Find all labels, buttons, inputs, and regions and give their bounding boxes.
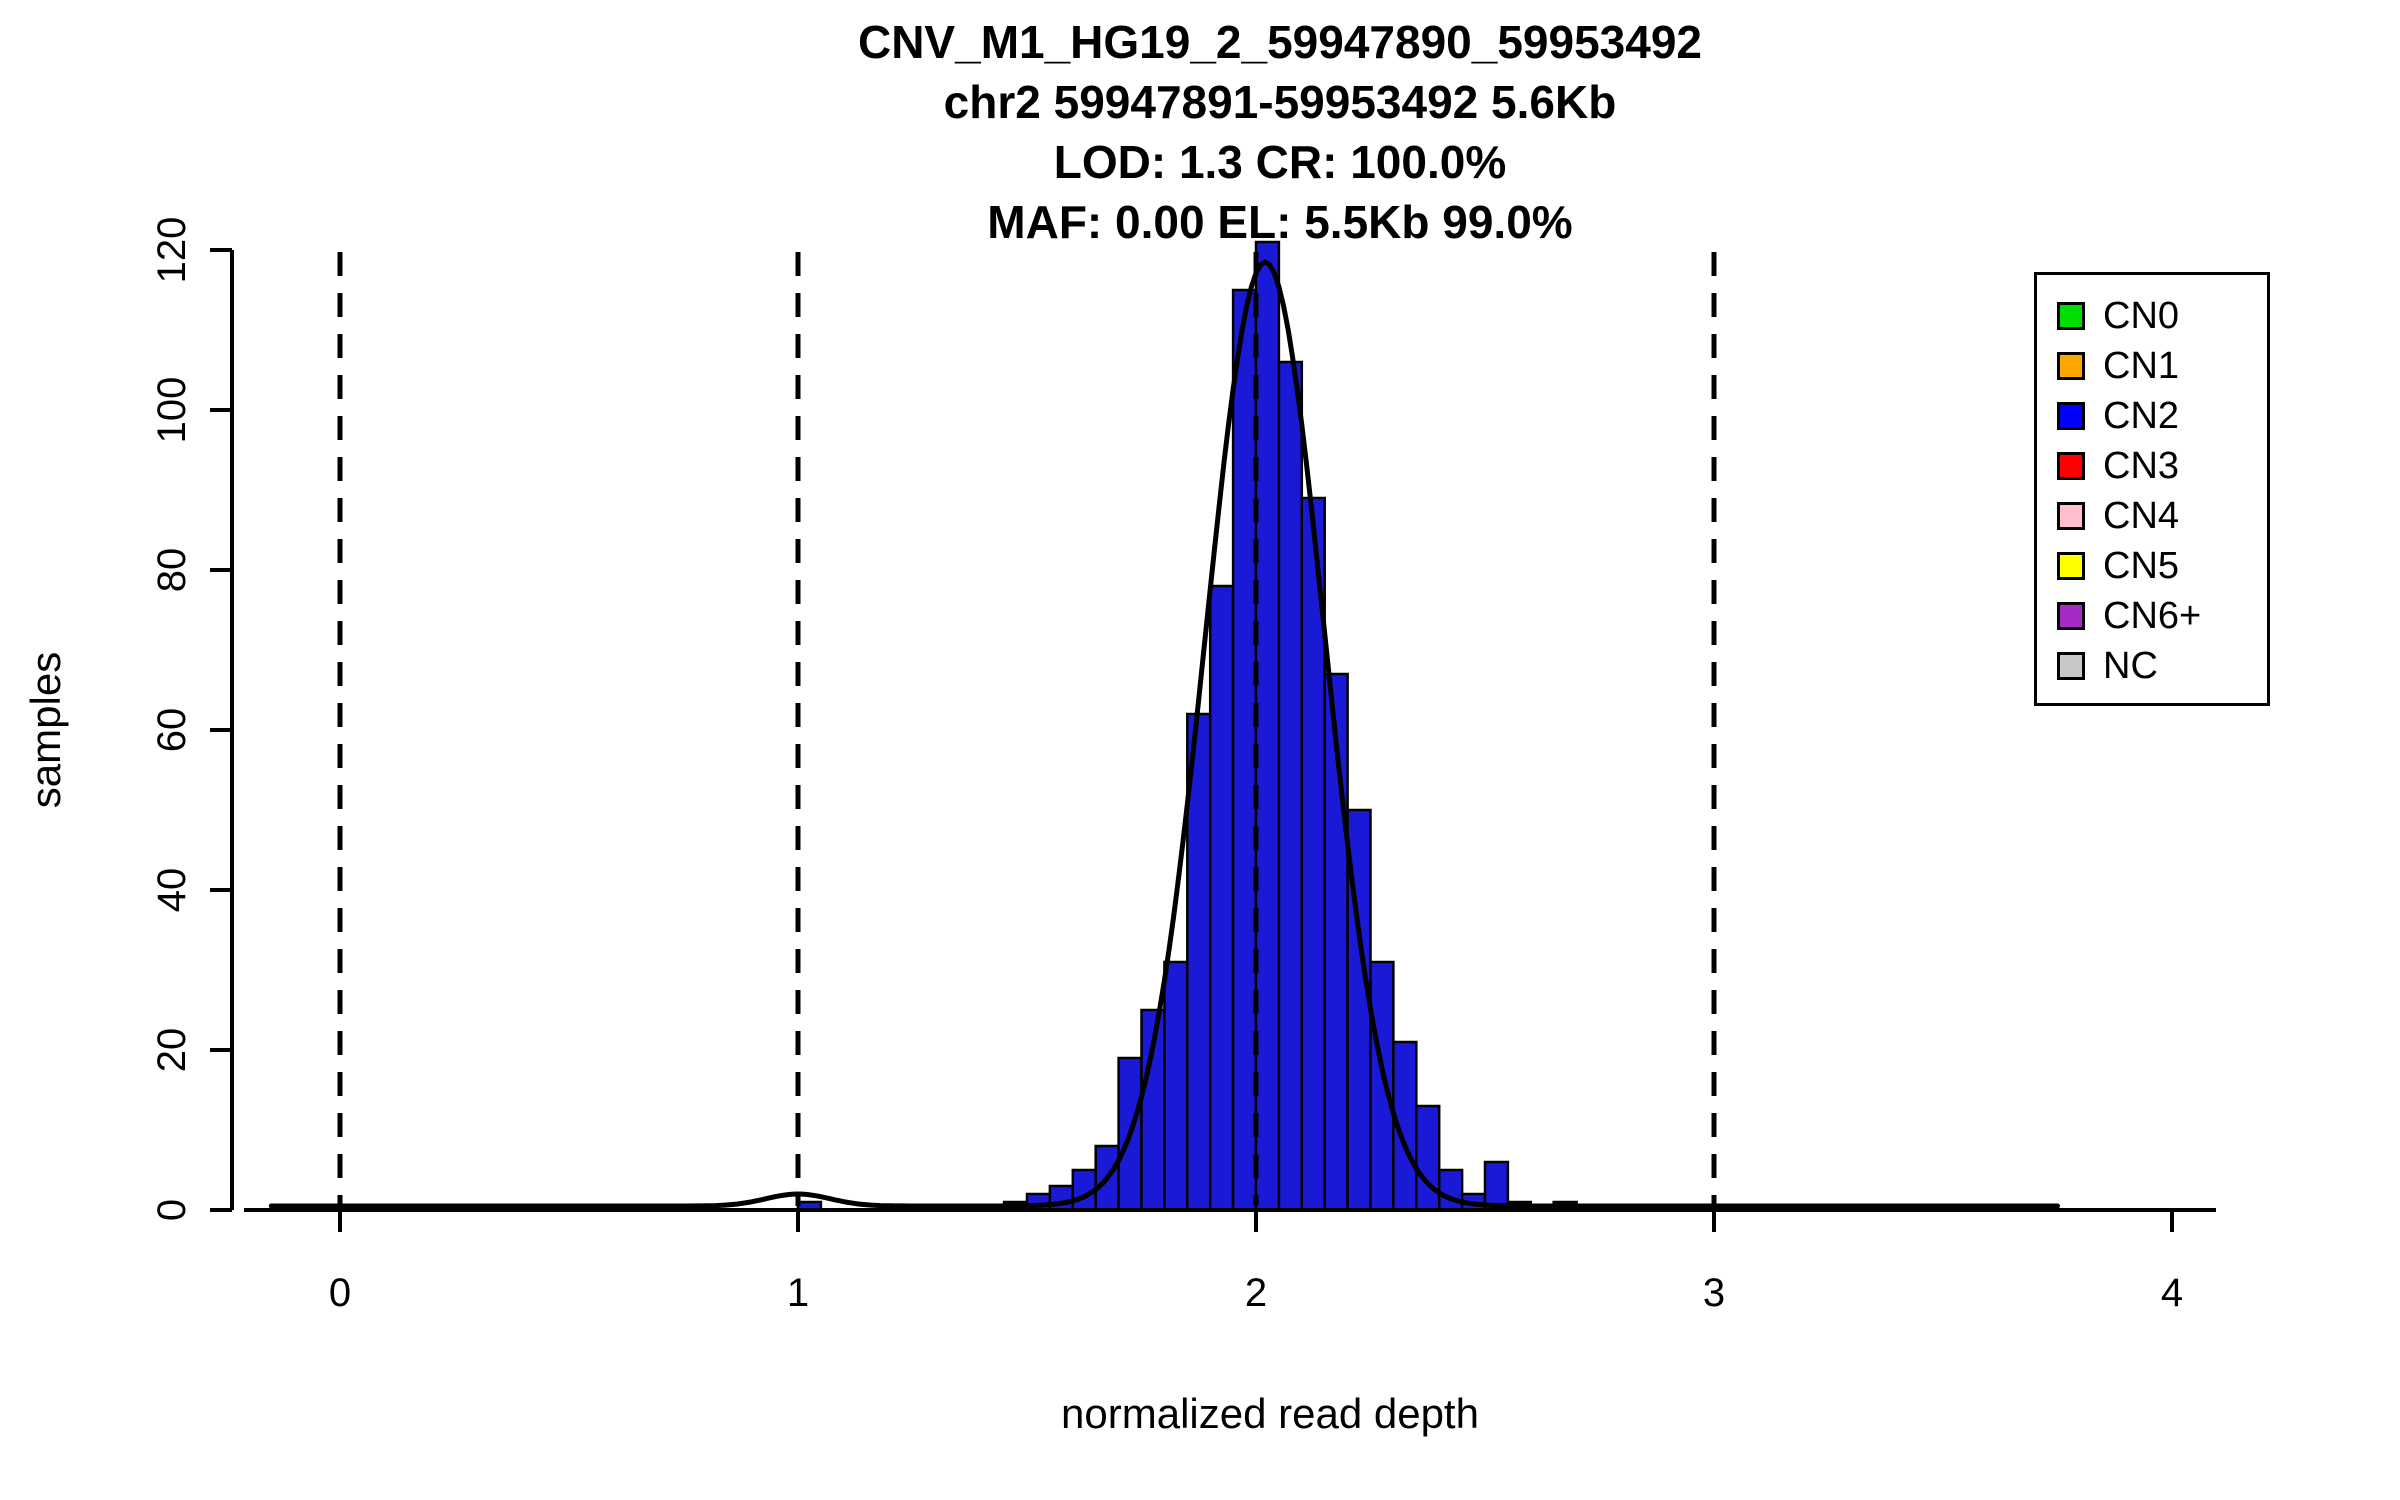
- legend-swatch: [2057, 352, 2085, 380]
- y-tick-label: 0: [150, 1199, 194, 1221]
- legend-label: CN2: [2103, 394, 2180, 437]
- legend-item-cn1: CN1: [2057, 341, 2267, 391]
- legend-item-cn0: CN0: [2057, 291, 2267, 341]
- x-tick-label: 1: [787, 1271, 809, 1315]
- chart-subtitle-maf-el: MAF: 0.00 EL: 5.5Kb 99.0%: [987, 196, 1573, 248]
- legend-swatch: [2057, 602, 2085, 630]
- legend-swatch: [2057, 452, 2085, 480]
- y-tick-label: 100: [150, 377, 194, 444]
- legend-label: CN0: [2103, 294, 2180, 337]
- chart-title-block: CNV_M1_HG19_2_59947890_59953492 chr2 599…: [160, 12, 2400, 252]
- legend-swatch: [2057, 302, 2085, 330]
- histogram-bar: [1231, 288, 1258, 1212]
- legend-item-cn4: CN4: [2057, 491, 2267, 541]
- legend-item-cn2: CN2: [2057, 391, 2267, 441]
- y-tick-label: 40: [150, 868, 194, 913]
- x-tick-label: 4: [2161, 1271, 2183, 1315]
- legend-item-nc: NC: [2057, 641, 2267, 691]
- histogram-bar: [1415, 1104, 1441, 1212]
- histogram-bar: [1437, 1168, 1464, 1212]
- legend: CN0 CN1 CN2 CN3 CN4 CN5 CN6+ NC: [2034, 272, 2270, 706]
- chart-subtitle-region: chr2 59947891-59953492 5.6Kb: [943, 76, 1617, 128]
- histogram-bar: [1163, 960, 1189, 1212]
- y-axis-label: samples: [22, 652, 69, 808]
- legend-label: CN3: [2103, 444, 2180, 487]
- y-tick-label: 120: [150, 217, 194, 284]
- legend-swatch: [2057, 402, 2085, 430]
- histogram-bar: [1208, 584, 1235, 1212]
- histogram-bar: [1277, 360, 1304, 1212]
- x-tick-label: 3: [1703, 1271, 1725, 1315]
- legend-item-cn3: CN3: [2057, 441, 2267, 491]
- x-tick-label: 2: [1245, 1271, 1267, 1315]
- x-tick-label: 0: [329, 1271, 351, 1315]
- x-axis-label: normalized read depth: [1061, 1390, 1479, 1437]
- y-tick-label: 20: [150, 1028, 194, 1073]
- legend-item-cn5: CN5: [2057, 541, 2267, 591]
- legend-label: CN1: [2103, 344, 2180, 387]
- y-tick-label: 80: [150, 548, 194, 593]
- histogram-bar: [1254, 240, 1281, 1212]
- legend-item-cn6plus: CN6+: [2057, 591, 2267, 641]
- chart-subtitle-lod-cr: LOD: 1.3 CR: 100.0%: [1053, 136, 1507, 188]
- y-tick-label: 60: [150, 708, 194, 753]
- legend-label: CN6+: [2103, 594, 2202, 637]
- legend-swatch: [2057, 502, 2085, 530]
- legend-label: CN5: [2103, 544, 2180, 587]
- legend-label: NC: [2103, 644, 2158, 687]
- gaussian-fit-curve: [268, 259, 2060, 1209]
- legend-swatch: [2057, 652, 2085, 680]
- legend-label: CN4: [2103, 494, 2180, 537]
- chart-title: CNV_M1_HG19_2_59947890_59953492: [857, 16, 1702, 68]
- legend-swatch: [2057, 552, 2085, 580]
- histogram-bar: [1369, 960, 1395, 1212]
